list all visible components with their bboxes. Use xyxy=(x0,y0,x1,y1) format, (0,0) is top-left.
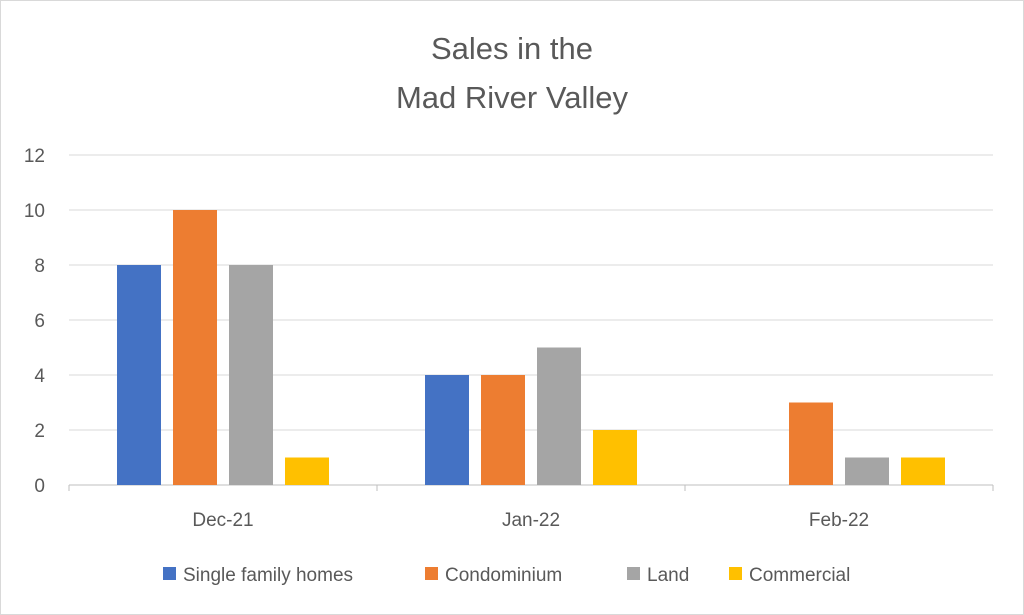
legend-swatch xyxy=(163,567,176,580)
legend-swatch xyxy=(729,567,742,580)
bar-condominium xyxy=(789,402,833,485)
legend-item: Commercial xyxy=(729,565,850,586)
y-tick-label: 2 xyxy=(34,421,45,442)
bar-single-family-homes xyxy=(425,375,469,485)
x-tick-label: Jan-22 xyxy=(502,510,560,531)
y-tick-label: 0 xyxy=(34,476,45,497)
bar-land xyxy=(845,457,889,485)
chart-title-line-1: Sales in the xyxy=(431,31,593,66)
y-tick-label: 10 xyxy=(24,201,45,222)
x-tick-label: Feb-22 xyxy=(809,510,869,531)
y-tick-label: 4 xyxy=(34,366,45,387)
x-tick-label: Dec-21 xyxy=(192,510,253,531)
bar-commercial xyxy=(593,430,637,485)
legend-item: Land xyxy=(627,565,689,586)
y-tick-label: 8 xyxy=(34,256,45,277)
legend-swatch xyxy=(425,567,438,580)
legend-label: Condominium xyxy=(445,565,562,586)
bar-condominium xyxy=(173,210,217,485)
legend-label: Commercial xyxy=(749,565,850,586)
legend-swatch xyxy=(627,567,640,580)
legend-item: Condominium xyxy=(425,565,562,586)
bar-land xyxy=(537,347,581,485)
y-tick-label: 12 xyxy=(24,146,45,167)
bar-commercial xyxy=(285,457,329,485)
bar-land xyxy=(229,265,273,485)
bar-condominium xyxy=(481,375,525,485)
y-tick-label: 6 xyxy=(34,311,45,332)
bar-single-family-homes xyxy=(117,265,161,485)
legend-item: Single family homes xyxy=(163,565,353,586)
legend-label: Land xyxy=(647,565,689,586)
chart-title-line-2: Mad River Valley xyxy=(396,80,629,115)
bar-commercial xyxy=(901,457,945,485)
legend-label: Single family homes xyxy=(183,565,353,586)
